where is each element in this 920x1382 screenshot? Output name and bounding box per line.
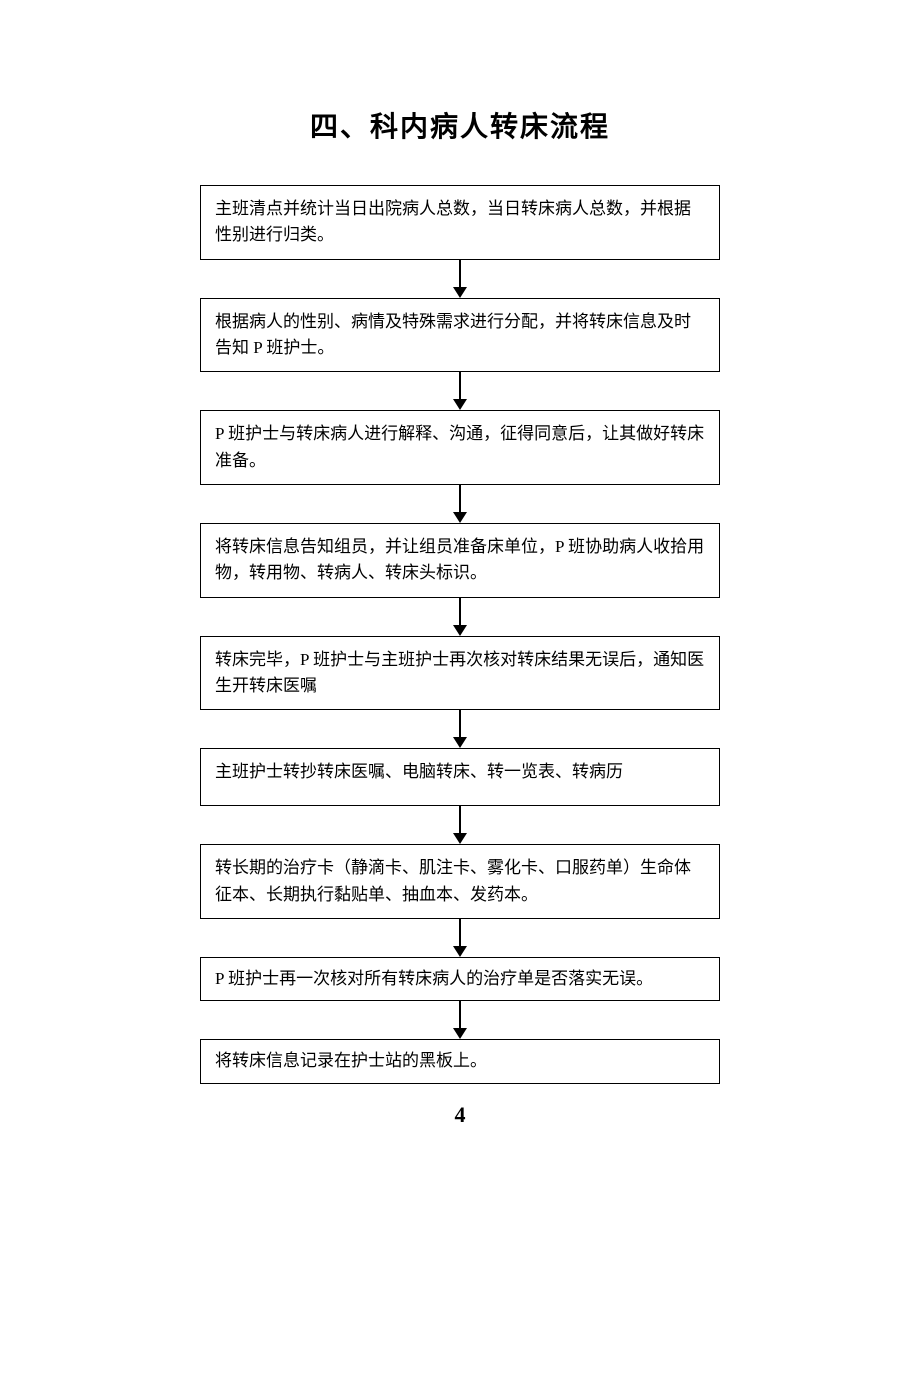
flow-step-7: 转长期的治疗卡（静滴卡、肌注卡、雾化卡、口服药单）生命体征本、长期执行黏贴单、抽…	[200, 844, 720, 919]
arrow-icon	[453, 710, 467, 748]
arrow-icon	[453, 372, 467, 410]
flow-step-6: 主班护士转抄转床医嘱、电脑转床、转一览表、转病历	[200, 748, 720, 806]
arrow-icon	[453, 598, 467, 636]
page-title: 四、科内病人转床流程	[0, 105, 920, 145]
flow-step-8: P 班护士再一次核对所有转床病人的治疗单是否落实无误。	[200, 957, 720, 1001]
arrow-icon	[453, 485, 467, 523]
flow-step-3: P 班护士与转床病人进行解释、沟通，征得同意后，让其做好转床准备。	[200, 410, 720, 485]
arrow-icon	[453, 919, 467, 957]
arrow-icon	[453, 260, 467, 298]
arrow-icon	[453, 1001, 467, 1039]
flow-step-4: 将转床信息告知组员，并让组员准备床单位，P 班协助病人收拾用物，转用物、转病人、…	[200, 523, 720, 598]
arrow-icon	[453, 806, 467, 844]
flow-step-2: 根据病人的性别、病情及特殊需求进行分配，并将转床信息及时告知 P 班护士。	[200, 298, 720, 373]
flowchart-container: 主班清点并统计当日出院病人总数，当日转床病人总数，并根据性别进行归类。 根据病人…	[0, 185, 920, 1084]
flow-step-1: 主班清点并统计当日出院病人总数，当日转床病人总数，并根据性别进行归类。	[200, 185, 720, 260]
flow-step-9: 将转床信息记录在护士站的黑板上。	[200, 1039, 720, 1083]
flow-step-5: 转床完毕，P 班护士与主班护士再次核对转床结果无误后，通知医生开转床医嘱	[200, 636, 720, 711]
page-number: 4	[0, 1102, 920, 1128]
